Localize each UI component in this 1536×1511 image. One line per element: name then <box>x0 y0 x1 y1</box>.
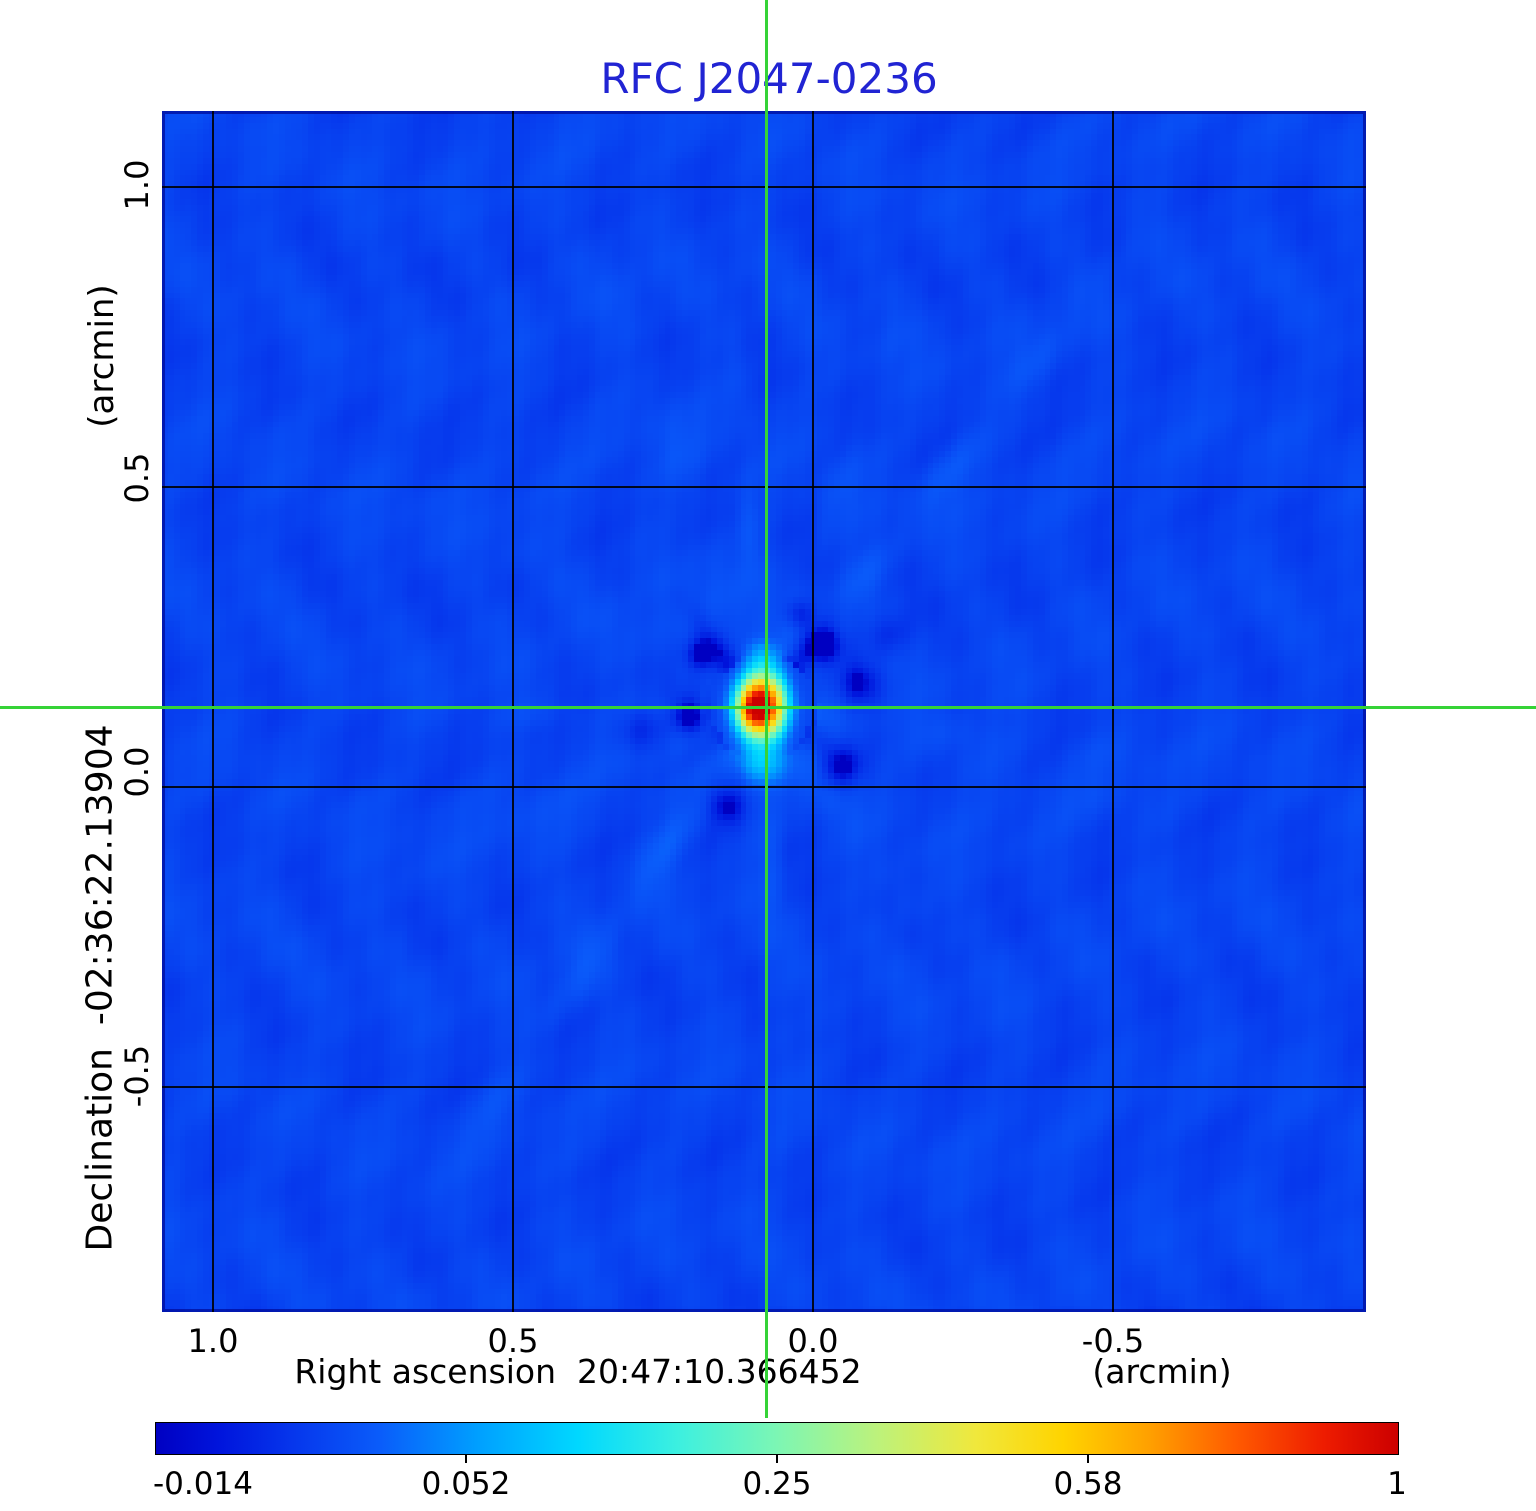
colorbar-tick <box>465 1455 467 1463</box>
x-tick-label: 1.0 <box>187 1322 239 1360</box>
gridline-dec-0.5 <box>162 486 1366 488</box>
colorbar-tick-label: 1 <box>1387 1466 1407 1502</box>
gridline-dec-0.0 <box>162 786 1366 788</box>
crosshair-horizontal-line <box>0 706 1536 709</box>
x-tick-label: 0.0 <box>787 1322 839 1360</box>
gridline-ra-0.5 <box>512 111 514 1312</box>
gridline-ra--0.5 <box>1112 111 1114 1312</box>
y-tick-label: 0.5 <box>118 452 156 504</box>
colorbar-tick <box>1087 1455 1089 1463</box>
gridline-ra-0.0 <box>812 111 814 1312</box>
x-axis-unit-label: (arcmin) <box>1092 1352 1232 1391</box>
colorbar-gradient <box>156 1423 1398 1454</box>
y-tick-label: -0.5 <box>118 1044 156 1108</box>
x-tick-label: -0.5 <box>1081 1322 1145 1360</box>
colorbar-tick-label: -0.014 <box>153 1466 253 1502</box>
x-axis-label: Right ascension 20:47:10.366452 <box>294 1352 862 1391</box>
sky-map-canvas <box>162 111 1366 1312</box>
colorbar-tick <box>776 1455 778 1463</box>
colorbar-tick-label: 0.58 <box>1053 1466 1123 1502</box>
y-tick-label: 0.0 <box>118 746 156 798</box>
y-axis-label: Declination -02:36:22.13904 <box>79 724 121 1252</box>
colorbar-tick-label: 0.25 <box>742 1466 812 1502</box>
y-axis-unit-label: (arcmin) <box>82 284 122 428</box>
gridline-dec-1.0 <box>162 186 1366 188</box>
gridline-dec--0.5 <box>162 1086 1366 1088</box>
y-tick-label: 1.0 <box>118 159 156 211</box>
gridline-ra-1.0 <box>212 111 214 1312</box>
chart-title: RFC J2047-0236 <box>600 54 938 103</box>
crosshair-vertical-line <box>765 0 768 1418</box>
sky-map <box>162 111 1366 1312</box>
colorbar-tick-label: 0.052 <box>421 1466 511 1502</box>
colorbar <box>155 1422 1399 1455</box>
x-tick-label: 0.5 <box>487 1322 539 1360</box>
